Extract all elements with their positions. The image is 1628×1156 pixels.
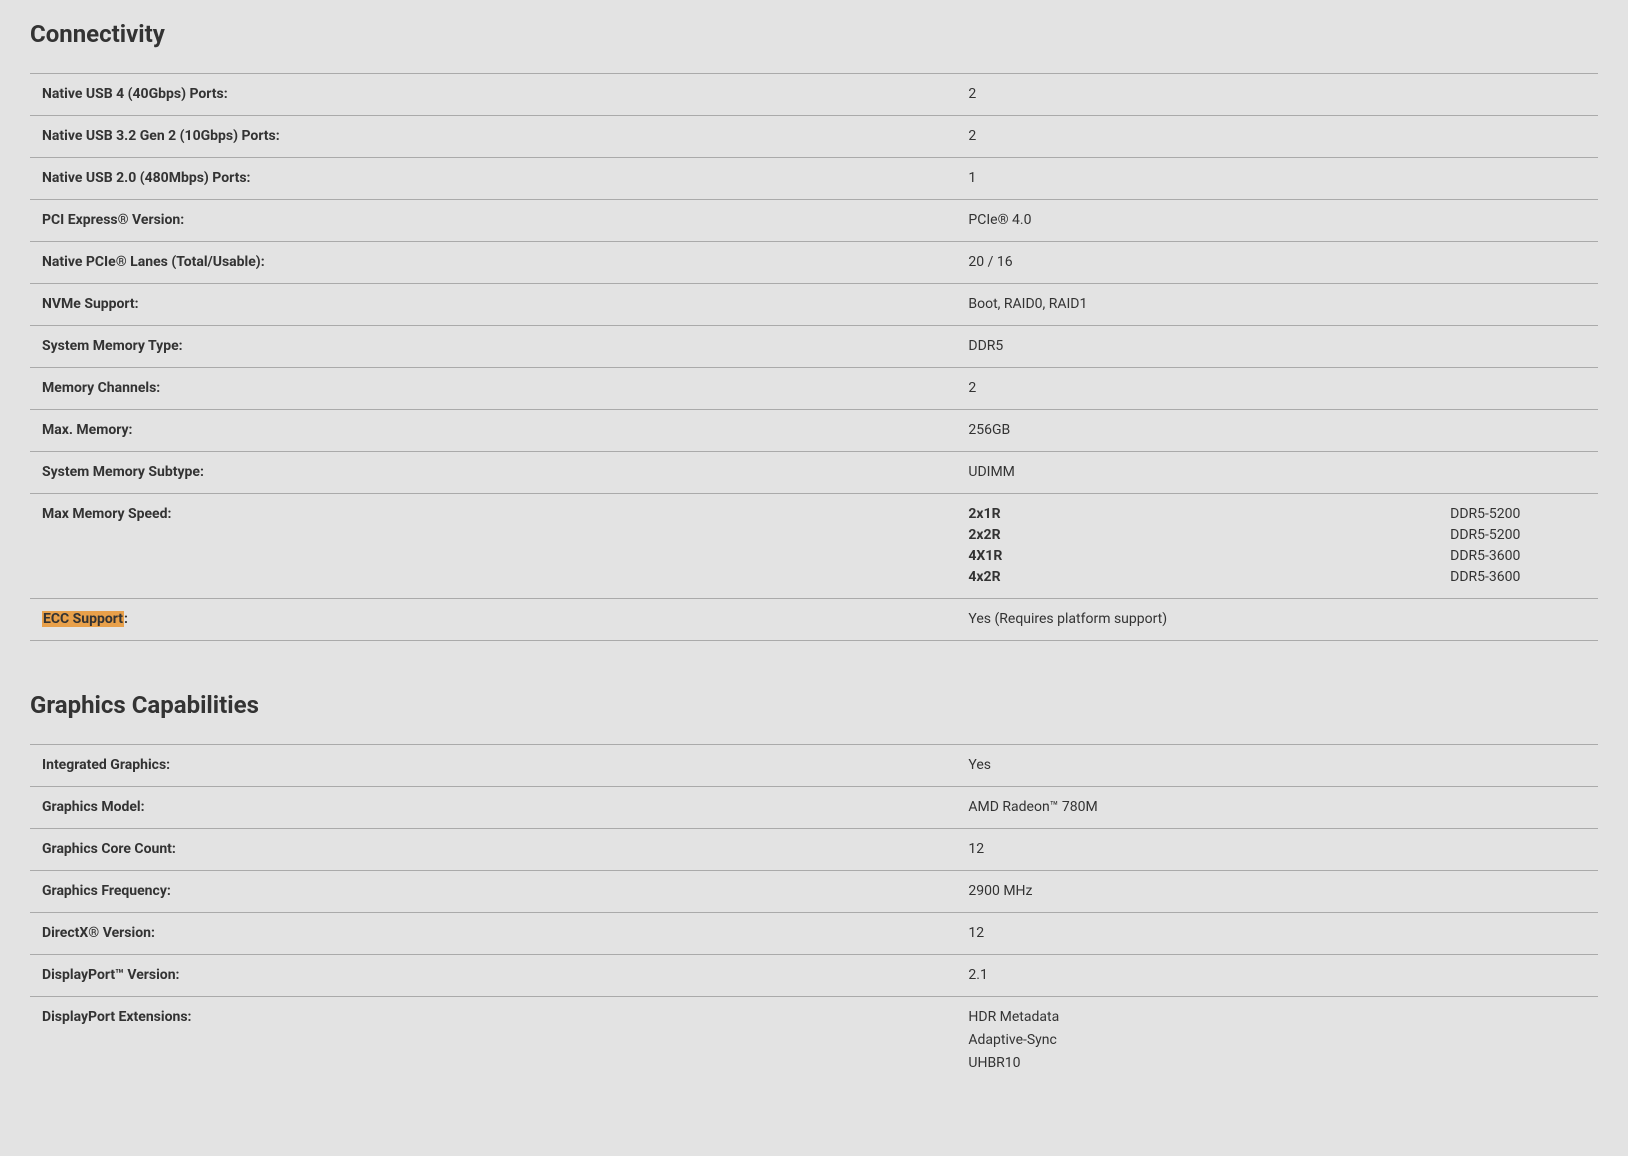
- spec-value: UDIMM: [968, 462, 1586, 483]
- table-row: Native USB 4 (40Gbps) Ports: 2: [30, 73, 1598, 115]
- table-row: Max. Memory: 256GB: [30, 409, 1598, 451]
- spec-value: PCIe® 4.0: [968, 210, 1586, 231]
- spec-label: Graphics Model:: [42, 797, 968, 818]
- table-row: Max Memory Speed: 2x1R DDR5-5200 2x2R DD…: [30, 493, 1598, 598]
- table-row: Memory Channels: 2: [30, 367, 1598, 409]
- mem-speed: DDR5-3600: [1450, 567, 1586, 588]
- spec-label: Native PCIe® Lanes (Total/Usable):: [42, 252, 968, 273]
- mem-speed: DDR5-5200: [1450, 525, 1586, 546]
- table-row: NVMe Support: Boot, RAID0, RAID1: [30, 283, 1598, 325]
- table-row: Graphics Core Count: 12: [30, 828, 1598, 870]
- spec-label: Native USB 4 (40Gbps) Ports:: [42, 84, 968, 105]
- spec-label: NVMe Support:: [42, 294, 968, 315]
- spec-value: Yes (Requires platform support): [968, 609, 1586, 630]
- spec-value: Boot, RAID0, RAID1: [968, 294, 1586, 315]
- table-row: PCI Express® Version: PCIe® 4.0: [30, 199, 1598, 241]
- mem-speed-row: 2x1R DDR5-5200: [968, 504, 1586, 525]
- mem-speed: DDR5-5200: [1450, 504, 1586, 525]
- connectivity-table: Native USB 4 (40Gbps) Ports: 2 Native US…: [30, 73, 1598, 641]
- table-row: Graphics Model: AMD Radeon™ 780M: [30, 786, 1598, 828]
- spec-label: Max. Memory:: [42, 420, 968, 441]
- spec-label: DisplayPort™ Version:: [42, 965, 968, 986]
- connectivity-section: Connectivity Native USB 4 (40Gbps) Ports…: [30, 20, 1598, 641]
- ecc-highlight: ECC Support: [42, 611, 124, 627]
- table-row: System Memory Type: DDR5: [30, 325, 1598, 367]
- spec-value: 12: [968, 923, 1586, 944]
- spec-value: 256GB: [968, 420, 1586, 441]
- spec-value: DDR5: [968, 336, 1586, 357]
- graphics-title: Graphics Capabilities: [30, 691, 1598, 719]
- spec-label: Native USB 3.2 Gen 2 (10Gbps) Ports:: [42, 126, 968, 147]
- spec-value: 12: [968, 839, 1586, 860]
- spec-value: 1: [968, 168, 1586, 189]
- spec-label: DisplayPort Extensions:: [42, 1007, 968, 1028]
- table-row: Native USB 2.0 (480Mbps) Ports: 1: [30, 157, 1598, 199]
- spec-label: DirectX® Version:: [42, 923, 968, 944]
- table-row: System Memory Subtype: UDIMM: [30, 451, 1598, 493]
- spec-label: Memory Channels:: [42, 378, 968, 399]
- connectivity-title: Connectivity: [30, 20, 1598, 48]
- mem-config: 2x1R: [968, 504, 1450, 525]
- table-row: DisplayPort™ Version: 2.1: [30, 954, 1598, 996]
- mem-speed-row: 4x2R DDR5-3600: [968, 567, 1586, 588]
- mem-config: 4x2R: [968, 567, 1450, 588]
- graphics-section: Graphics Capabilities Integrated Graphic…: [30, 691, 1598, 1086]
- table-row: Native PCIe® Lanes (Total/Usable): 20 / …: [30, 241, 1598, 283]
- table-row: DisplayPort Extensions: HDR Metadata Ada…: [30, 996, 1598, 1086]
- spec-label: Graphics Core Count:: [42, 839, 968, 860]
- spec-value-mem-speed: 2x1R DDR5-5200 2x2R DDR5-5200 4X1R DDR5-…: [968, 504, 1586, 588]
- mem-config: 4X1R: [968, 546, 1450, 567]
- table-row: Graphics Frequency: 2900 MHz: [30, 870, 1598, 912]
- spec-value: 2: [968, 84, 1586, 105]
- mem-speed: DDR5-3600: [1450, 546, 1586, 567]
- spec-value: 2.1: [968, 965, 1586, 986]
- spec-label: PCI Express® Version:: [42, 210, 968, 231]
- spec-value: AMD Radeon™ 780M: [968, 797, 1586, 818]
- spec-label: System Memory Subtype:: [42, 462, 968, 483]
- spec-label: Native USB 2.0 (480Mbps) Ports:: [42, 168, 968, 189]
- mem-speed-row: 2x2R DDR5-5200: [968, 525, 1586, 546]
- dp-ext-line: UHBR10: [968, 1053, 1586, 1074]
- spec-value: 20 / 16: [968, 252, 1586, 273]
- spec-value: 2: [968, 378, 1586, 399]
- spec-value: Yes: [968, 755, 1586, 776]
- graphics-table: Integrated Graphics: Yes Graphics Model:…: [30, 744, 1598, 1086]
- dp-ext-line: HDR Metadata: [968, 1007, 1586, 1028]
- mem-config: 2x2R: [968, 525, 1450, 546]
- spec-label: Integrated Graphics:: [42, 755, 968, 776]
- table-row: Native USB 3.2 Gen 2 (10Gbps) Ports: 2: [30, 115, 1598, 157]
- table-row: Integrated Graphics: Yes: [30, 744, 1598, 786]
- dp-ext-line: Adaptive-Sync: [968, 1030, 1586, 1051]
- spec-label: Graphics Frequency:: [42, 881, 968, 902]
- spec-value: 2: [968, 126, 1586, 147]
- spec-label: Max Memory Speed:: [42, 504, 968, 525]
- table-row: DirectX® Version: 12: [30, 912, 1598, 954]
- mem-speed-row: 4X1R DDR5-3600: [968, 546, 1586, 567]
- ecc-colon: :: [124, 611, 128, 627]
- spec-value: 2900 MHz: [968, 881, 1586, 902]
- spec-label-ecc: ECC Support:: [42, 609, 968, 630]
- spec-label: System Memory Type:: [42, 336, 968, 357]
- spec-value-dp-ext: HDR Metadata Adaptive-Sync UHBR10: [968, 1007, 1586, 1076]
- table-row: ECC Support: Yes (Requires platform supp…: [30, 598, 1598, 641]
